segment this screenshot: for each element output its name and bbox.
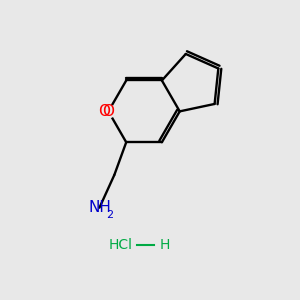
Text: O: O: [102, 104, 114, 119]
Text: 2: 2: [106, 210, 113, 220]
Text: NH: NH: [88, 200, 111, 215]
Text: H: H: [160, 238, 170, 252]
Text: HCl: HCl: [108, 238, 132, 252]
Text: O: O: [98, 104, 110, 119]
Circle shape: [102, 105, 115, 118]
